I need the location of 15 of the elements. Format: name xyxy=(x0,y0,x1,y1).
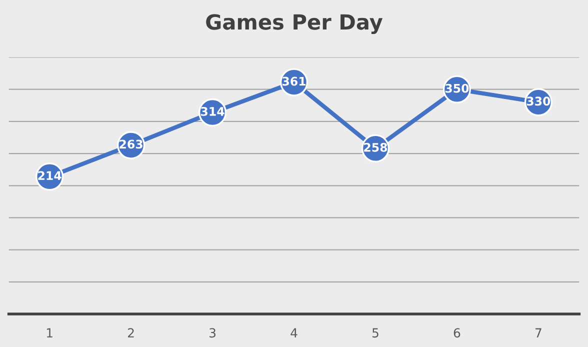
data-label: 258 xyxy=(364,142,388,152)
data-label: 314 xyxy=(200,106,224,116)
data-label: 214 xyxy=(38,171,62,180)
x-tick-label: 4 xyxy=(290,328,298,338)
x-tick-label: 3 xyxy=(209,328,216,338)
chart-title: Games Per Day xyxy=(206,14,383,34)
data-label: 350 xyxy=(445,84,469,93)
data-label: 361 xyxy=(282,76,306,86)
x-tick-label: 1 xyxy=(46,328,52,338)
x-tick-label: 5 xyxy=(372,328,378,338)
data-label: 263 xyxy=(120,140,142,149)
x-tick-label: 2 xyxy=(128,328,134,338)
x-tick-label: 6 xyxy=(454,328,460,338)
data-label: 330 xyxy=(526,96,550,106)
x-tick-label: 7 xyxy=(535,328,542,338)
